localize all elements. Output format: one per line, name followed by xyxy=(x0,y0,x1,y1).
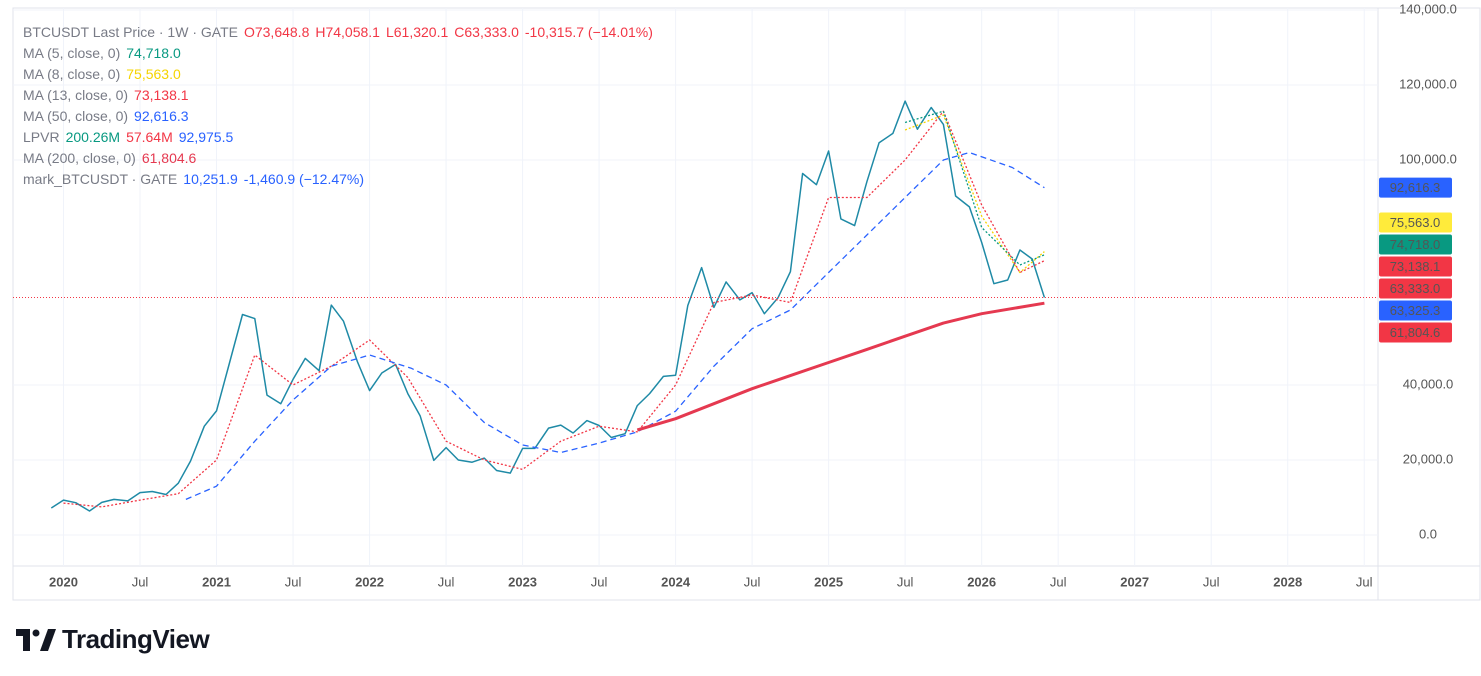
price-tag xyxy=(1379,256,1452,277)
price-tag-label: 61,804.6 xyxy=(1390,325,1441,340)
legend-row: MA (13, close, 0) 73,138.1 xyxy=(23,85,659,106)
price-tag xyxy=(1379,322,1452,343)
x-tick-label: Jul xyxy=(744,574,761,589)
price-tag-label: 75,563.0 xyxy=(1390,215,1441,230)
legend-row: MA (8, close, 0) 75,563.0 xyxy=(23,64,659,85)
legend-value: 75,563.0 xyxy=(126,66,181,82)
legend-row: mark_BTCUSDT · GATE 10,251.9 -1,460.9 (−12… xyxy=(23,169,659,190)
x-tick-label: 2020 xyxy=(49,574,78,589)
x-tick-label: 2024 xyxy=(661,574,691,589)
price-tag-label: 92,616.3 xyxy=(1390,180,1441,195)
x-tick-label: Jul xyxy=(132,574,149,589)
chart: 0.0 20,000.0 40,000.0 100,000.0 120,000.0 140… xyxy=(12,1,1481,601)
series-line xyxy=(185,151,1045,500)
y-tick-label: 40,000.0 xyxy=(1403,376,1454,391)
legend-value: 57.64M xyxy=(126,129,173,145)
legend-label: MA (13, close, 0) xyxy=(23,87,129,103)
legend-value: 92,616.3 xyxy=(134,108,189,124)
legend-row: MA (50, close, 0) 92,616.3 xyxy=(23,106,659,127)
legend-label: mark_BTCUSDT · GATE xyxy=(23,171,178,187)
x-tick-label: Jul xyxy=(1050,574,1067,589)
legend-label: MA (5, close, 0) xyxy=(23,45,121,61)
x-tick-label: 2026 xyxy=(967,574,996,589)
legend-value: 73,138.1 xyxy=(134,87,189,103)
brand: TradingView xyxy=(16,624,210,655)
price-tag-label: 73,138.1 xyxy=(1390,259,1441,274)
price-tag-label: 63,325.3 xyxy=(1390,303,1441,318)
y-tick-label: 20,000.0 xyxy=(1403,451,1454,466)
series-line xyxy=(904,114,1045,274)
legend-value: -10,315.7 (−14.01%) xyxy=(524,24,653,40)
legend-value: 10,251.9 xyxy=(183,171,238,187)
legend-row: MA (200, close, 0) 61,804.6 xyxy=(23,148,659,169)
legend-value: C63,333.0 xyxy=(454,24,519,40)
x-tick-label: Jul xyxy=(1203,574,1220,589)
legend-value: O73,648.8 xyxy=(243,24,310,40)
series-line xyxy=(904,110,1045,266)
x-tick-label: 2027 xyxy=(1120,574,1149,589)
x-tick-label: 2021 xyxy=(202,574,231,589)
legend-label: LPVR xyxy=(23,129,60,145)
price-tag-label: 74,718.0 xyxy=(1390,237,1441,252)
price-tag xyxy=(1379,177,1452,198)
brand-logo xyxy=(16,628,56,651)
x-tick-label: 2022 xyxy=(355,574,384,589)
legend-label: BTCUSDT Last Price · 1W · GATE xyxy=(23,24,238,40)
legend-label: MA (50, close, 0) xyxy=(23,108,129,124)
legend-value: L61,320.1 xyxy=(385,24,449,40)
brand-name: TradingView xyxy=(62,624,210,654)
x-tick-label: Jul xyxy=(285,574,302,589)
x-tick-label: Jul xyxy=(438,574,455,589)
x-tick-label: Jul xyxy=(1356,574,1373,589)
legend-label: MA (200, close, 0) xyxy=(23,150,136,166)
legend-row: BTCUSDT Last Price · 1W · GATE O73,648.8 H… xyxy=(23,22,659,43)
series-line xyxy=(63,110,1045,508)
y-tick-label: 100,000.0 xyxy=(1399,151,1457,166)
y-tick-label: 140,000.0 xyxy=(1399,1,1457,16)
price-tag xyxy=(1379,234,1452,255)
x-tick-label: 2023 xyxy=(508,574,537,589)
y-tick-label: 120,000.0 xyxy=(1399,76,1457,91)
price-tag xyxy=(1379,300,1452,321)
price-tag-label: 63,333.0 xyxy=(1390,281,1441,296)
legend-value: 92,975.5 xyxy=(178,129,234,145)
chart-frame xyxy=(12,7,1481,601)
x-tick-label: 2025 xyxy=(814,574,843,589)
legend-label: MA (8, close, 0) xyxy=(23,66,121,82)
legend-value: -1,460.9 (−12.47%) xyxy=(243,171,365,187)
price-tag xyxy=(1379,278,1452,299)
x-tick-label: 2028 xyxy=(1273,574,1302,589)
price-tag xyxy=(1379,212,1452,233)
series-line xyxy=(636,301,1045,432)
legend-value: 74,718.0 xyxy=(126,45,181,61)
legend-value: 200.26M xyxy=(65,129,121,145)
series-line xyxy=(50,100,1046,512)
x-tick-label: Jul xyxy=(591,574,608,589)
legend-row: LPVR 200.26M 57.64M 92,975.5 xyxy=(23,127,659,148)
x-tick-label: Jul xyxy=(897,574,914,589)
legend-value: 61,804.6 xyxy=(141,150,197,166)
y-tick-label: 0.0 xyxy=(1419,526,1437,541)
legend-value: H74,058.1 xyxy=(315,24,380,40)
legend-row: MA (5, close, 0) 74,718.0 xyxy=(23,43,659,64)
legend: BTCUSDT Last Price · 1W · GATE O73,648.8 H… xyxy=(23,22,659,190)
